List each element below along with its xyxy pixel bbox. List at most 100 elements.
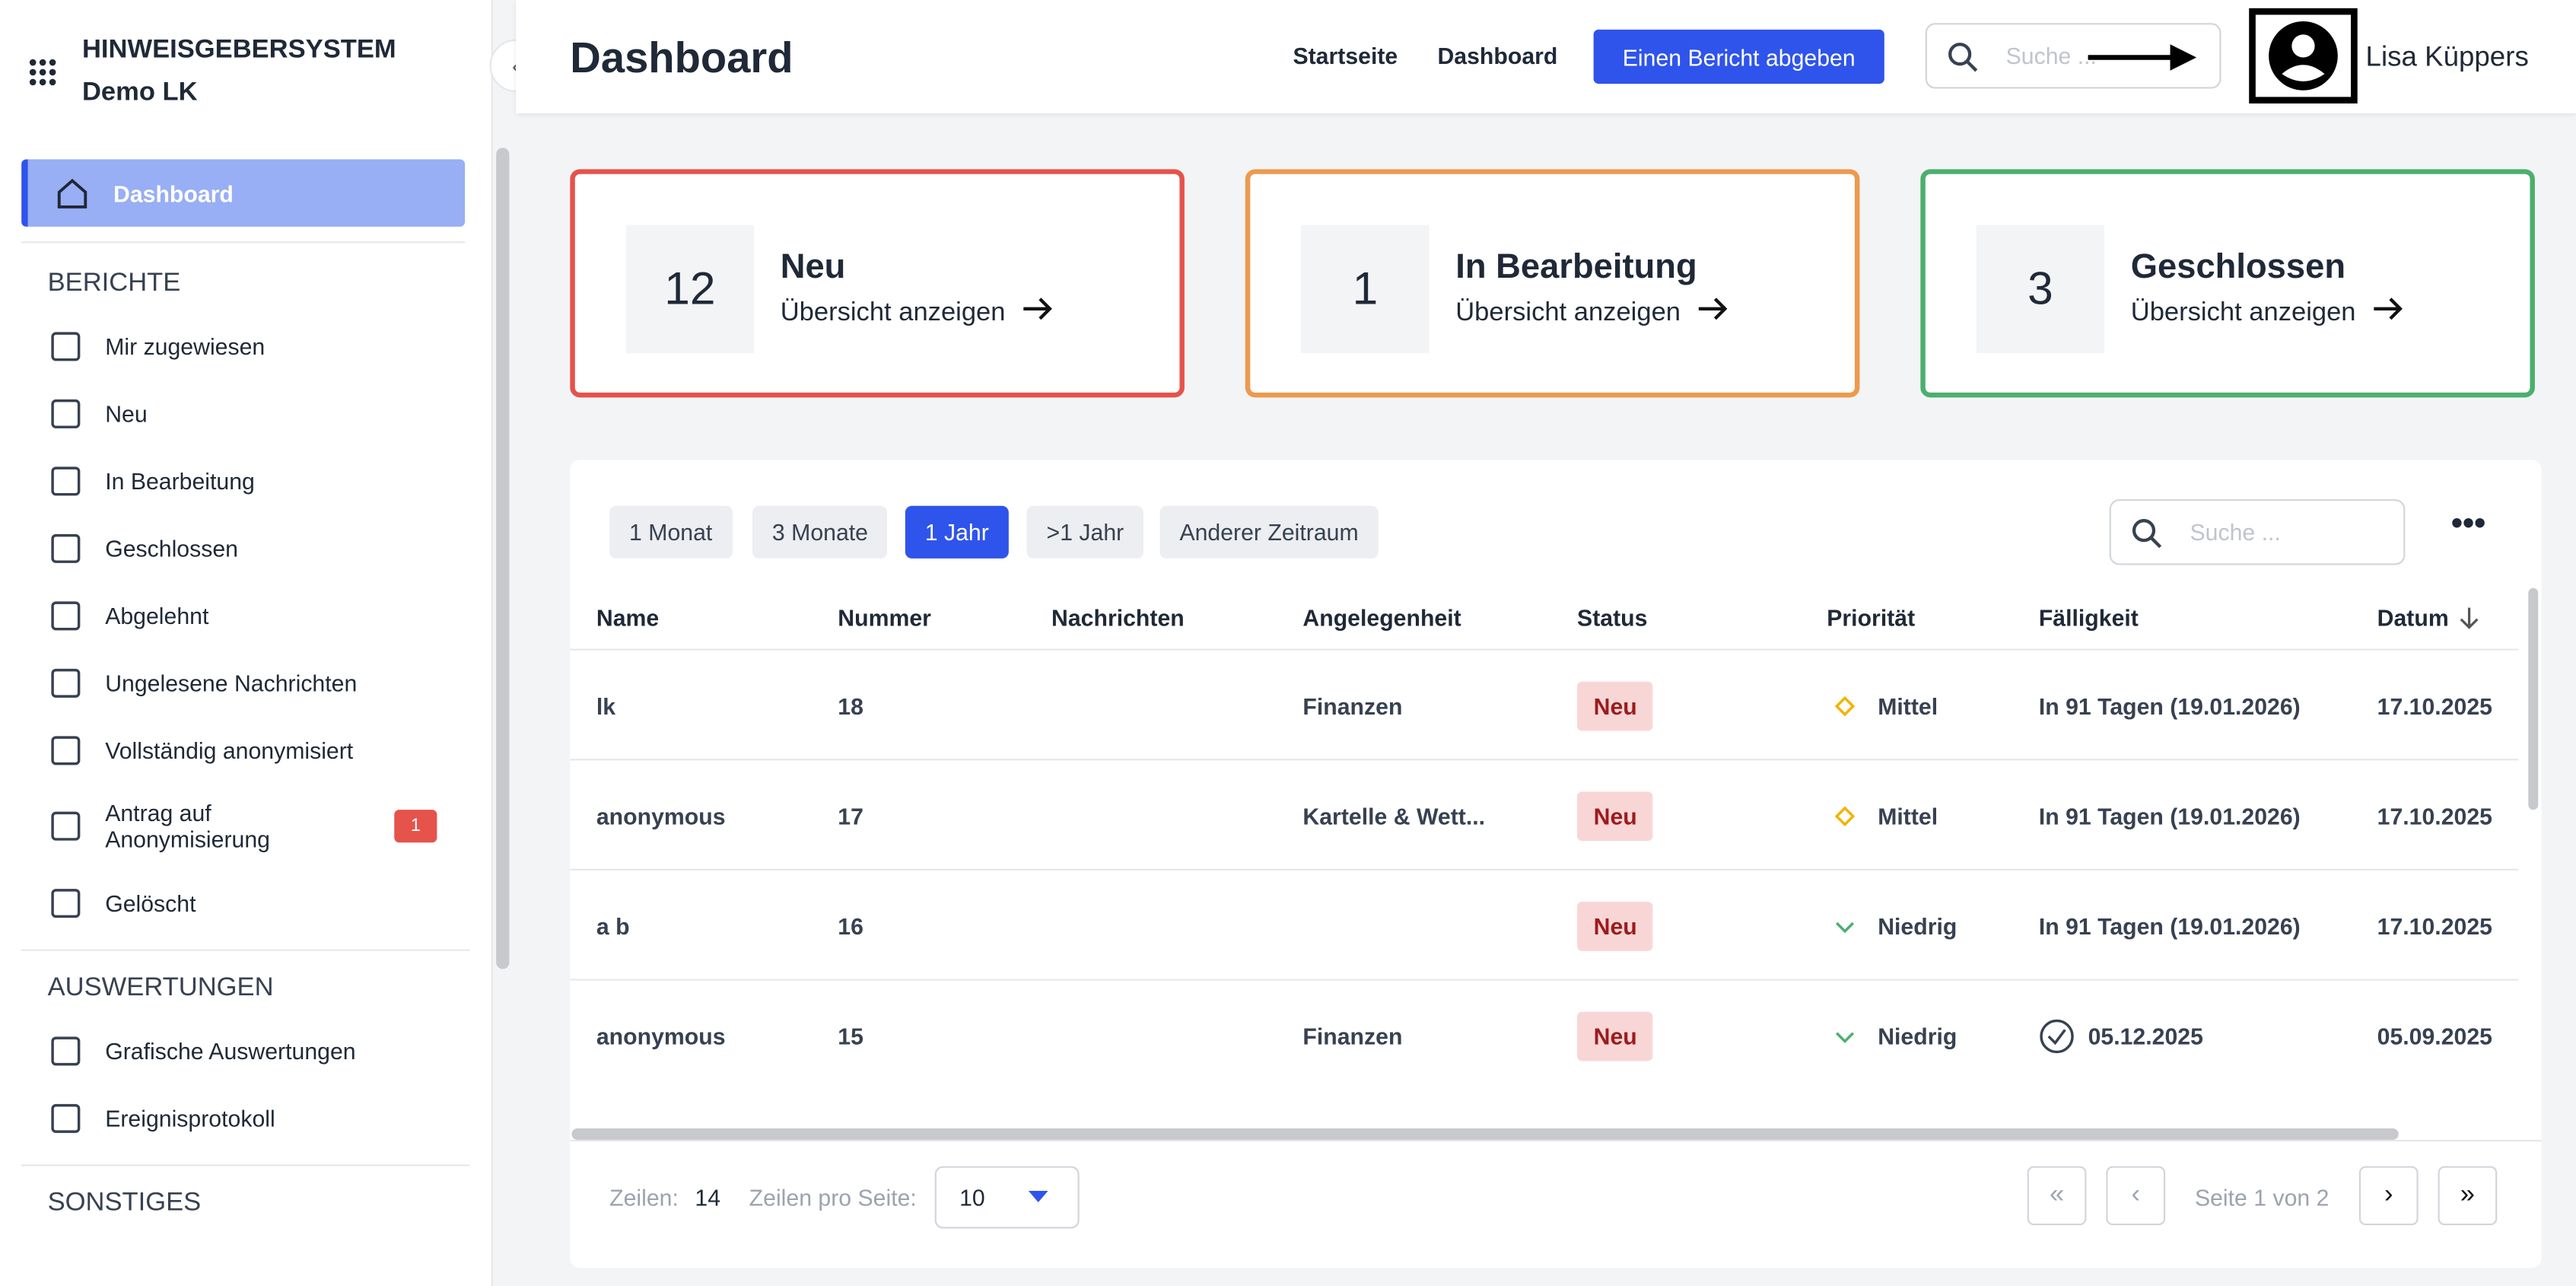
card-link-text: Übersicht anzeigen [2130, 298, 2356, 327]
cell: Mittel [1827, 651, 1938, 761]
table-row[interactable]: a b 16 Neu Niedrig In 91 Tagen (19.01.2026) 1… [570, 868, 2519, 981]
cell-text: 18 [838, 692, 863, 719]
icon-shape [51, 811, 81, 841]
per-page-value: 10 [959, 1184, 985, 1211]
card-link[interactable]: Übersicht anzeigen [2131, 298, 2406, 329]
card-label: Geschlossen [2130, 247, 2346, 286]
cell-text: anonymous [596, 1022, 726, 1049]
column-header[interactable]: Status [1577, 604, 1648, 631]
nav-label: Dashboard [113, 180, 234, 206]
nav-item[interactable]: Abgelehnt [0, 581, 491, 648]
arrow [2374, 298, 2403, 320]
nav-item[interactable]: Vollständig anonymisiert [0, 716, 491, 783]
nav-icon [51, 888, 81, 918]
cell-text: 17.10.2025 [2377, 692, 2492, 719]
table-row[interactable]: lk 18 Finanzen Neu Mittel In 91 Tagen (19.01.… [570, 648, 2519, 761]
card-count: 12 [625, 224, 755, 354]
table-search[interactable]: Suche ... [2109, 499, 2406, 565]
sidebar: HINWEISGEBERSYSTEM Demo LK Dashboard BER… [0, 0, 510, 1286]
status-badge: Neu [1577, 900, 1654, 950]
section-heading: SONSTIGES [47, 1189, 202, 1218]
table-row[interactable]: anonymous 15 Finanzen Neu Niedrig 05.12.2025 0… [570, 979, 2519, 1091]
cell: 16 [838, 871, 863, 981]
cell: Kartelle & Wett... [1302, 760, 1485, 871]
card-link[interactable]: Übersicht anzeigen [781, 298, 1055, 329]
nav-item[interactable]: In Bearbeitung [0, 447, 491, 514]
next-page[interactable]: › [2358, 1166, 2419, 1226]
page-info: Seite 1 von 2 [2194, 1184, 2330, 1211]
nav-label: Antrag auf Anonymisierung [105, 800, 270, 853]
cell-text: Kartelle & Wett... [1302, 802, 1486, 829]
done-icon [2040, 1018, 2074, 1053]
home-icon [57, 177, 87, 208]
filter-button[interactable]: 3 Monate [752, 505, 888, 559]
nav-item[interactable]: Ereignisprotokoll [0, 1084, 491, 1151]
cell: Neu [1577, 981, 1654, 1091]
avatar[interactable] [2249, 8, 2358, 103]
nav-active[interactable]: Dashboard [21, 159, 466, 227]
icon-shape [1835, 921, 1855, 933]
more-button[interactable]: ••• [2450, 505, 2486, 543]
nav-item[interactable]: Geschlossen [0, 514, 491, 581]
nav-icon [51, 398, 81, 428]
h-scrollbar [571, 1128, 2399, 1140]
filter-button[interactable]: 1 Jahr [905, 505, 1009, 559]
card-link[interactable]: Übersicht anzeigen [1455, 298, 1730, 329]
cell-text: 17.10.2025 [2377, 802, 2492, 829]
column-header[interactable]: Fälligkeit [2038, 604, 2139, 631]
nav-icon [51, 331, 81, 361]
cell-text: 16 [838, 912, 863, 939]
apps-icon[interactable] [28, 58, 58, 88]
filter-button[interactable]: >1 Jahr [1026, 505, 1144, 559]
top-bar: Dashboard Startseite Dashboard Einen Ber… [516, 0, 2576, 113]
annotation-arrow [2088, 44, 2197, 71]
reports-panel: 1 Monat 3 Monate 1 Jahr >1 Jahr Anderer Zeit… [570, 460, 2542, 1268]
table-row[interactable]: anonymous 17 Kartelle & Wett... Neu Mittel In… [570, 759, 2519, 871]
nav-item[interactable]: Grafische Auswertungen [0, 1017, 491, 1084]
cell-text: Niedrig [1878, 1022, 1957, 1049]
cell: In 91 Tagen (19.01.2026) [2039, 651, 2301, 761]
nav-link[interactable]: Dashboard [1437, 43, 1558, 69]
cell-text: anonymous [596, 802, 726, 829]
icon-shape [51, 667, 81, 697]
status-card[interactable]: 12 Neu Übersicht anzeigen [570, 169, 1185, 398]
column-header[interactable]: Datum [2377, 604, 2449, 631]
nav-icon [51, 600, 81, 630]
search-placeholder: Suche ... [2005, 43, 2097, 69]
prev-page[interactable]: ‹ [2106, 1166, 2166, 1226]
status-card[interactable]: 3 Geschlossen Übersicht anzeigen [1920, 169, 2535, 398]
nav-link[interactable]: Startseite [1293, 43, 1398, 69]
divider [21, 1164, 470, 1167]
nav-item[interactable]: Neu [0, 380, 491, 447]
first-page[interactable]: « [2027, 1166, 2087, 1226]
column-header[interactable]: Angelegenheit [1302, 604, 1461, 631]
nav-item[interactable]: Gelöscht [0, 869, 491, 936]
nav-item[interactable]: Ungelesene Nachrichten [0, 649, 491, 716]
cell: 05.09.2025 [2377, 981, 2492, 1091]
icon-shape [1835, 696, 1855, 715]
nav-item[interactable]: Mir zugewiesen [0, 312, 491, 379]
column-header[interactable]: Priorität [1827, 604, 1916, 631]
icon-shape [51, 331, 81, 361]
submit-report-button[interactable]: Einen Bericht abgeben [1593, 29, 1884, 84]
icon-shape [51, 1103, 81, 1132]
avatar-icon [2269, 21, 2338, 91]
rows-count: 14 [695, 1184, 721, 1211]
filter-button[interactable]: Anderer Zeitraum [1159, 505, 1379, 559]
column-header[interactable]: Nummer [838, 604, 931, 631]
last-page[interactable]: » [2438, 1166, 2498, 1226]
priority-icon [1835, 921, 1855, 933]
column-header[interactable]: Nachrichten [1051, 604, 1185, 631]
cell: In 91 Tagen (19.01.2026) [2039, 871, 2301, 981]
icon-shape [2047, 1028, 2066, 1045]
status-card[interactable]: 1 In Bearbeitung Übersicht anzeigen [1245, 169, 1860, 398]
search-box[interactable]: Suche ... [1925, 23, 2221, 89]
nav-item[interactable]: Antrag auf Anonymisierung 1 [0, 784, 491, 869]
filter-button[interactable]: 1 Monat [609, 505, 733, 559]
per-page-select[interactable]: 10 [934, 1166, 1080, 1229]
nav-label: Neu [105, 399, 148, 427]
cell: Neu [1577, 760, 1654, 871]
cell: In 91 Tagen (19.01.2026) [2039, 760, 2301, 871]
column-header[interactable]: Name [596, 604, 660, 631]
